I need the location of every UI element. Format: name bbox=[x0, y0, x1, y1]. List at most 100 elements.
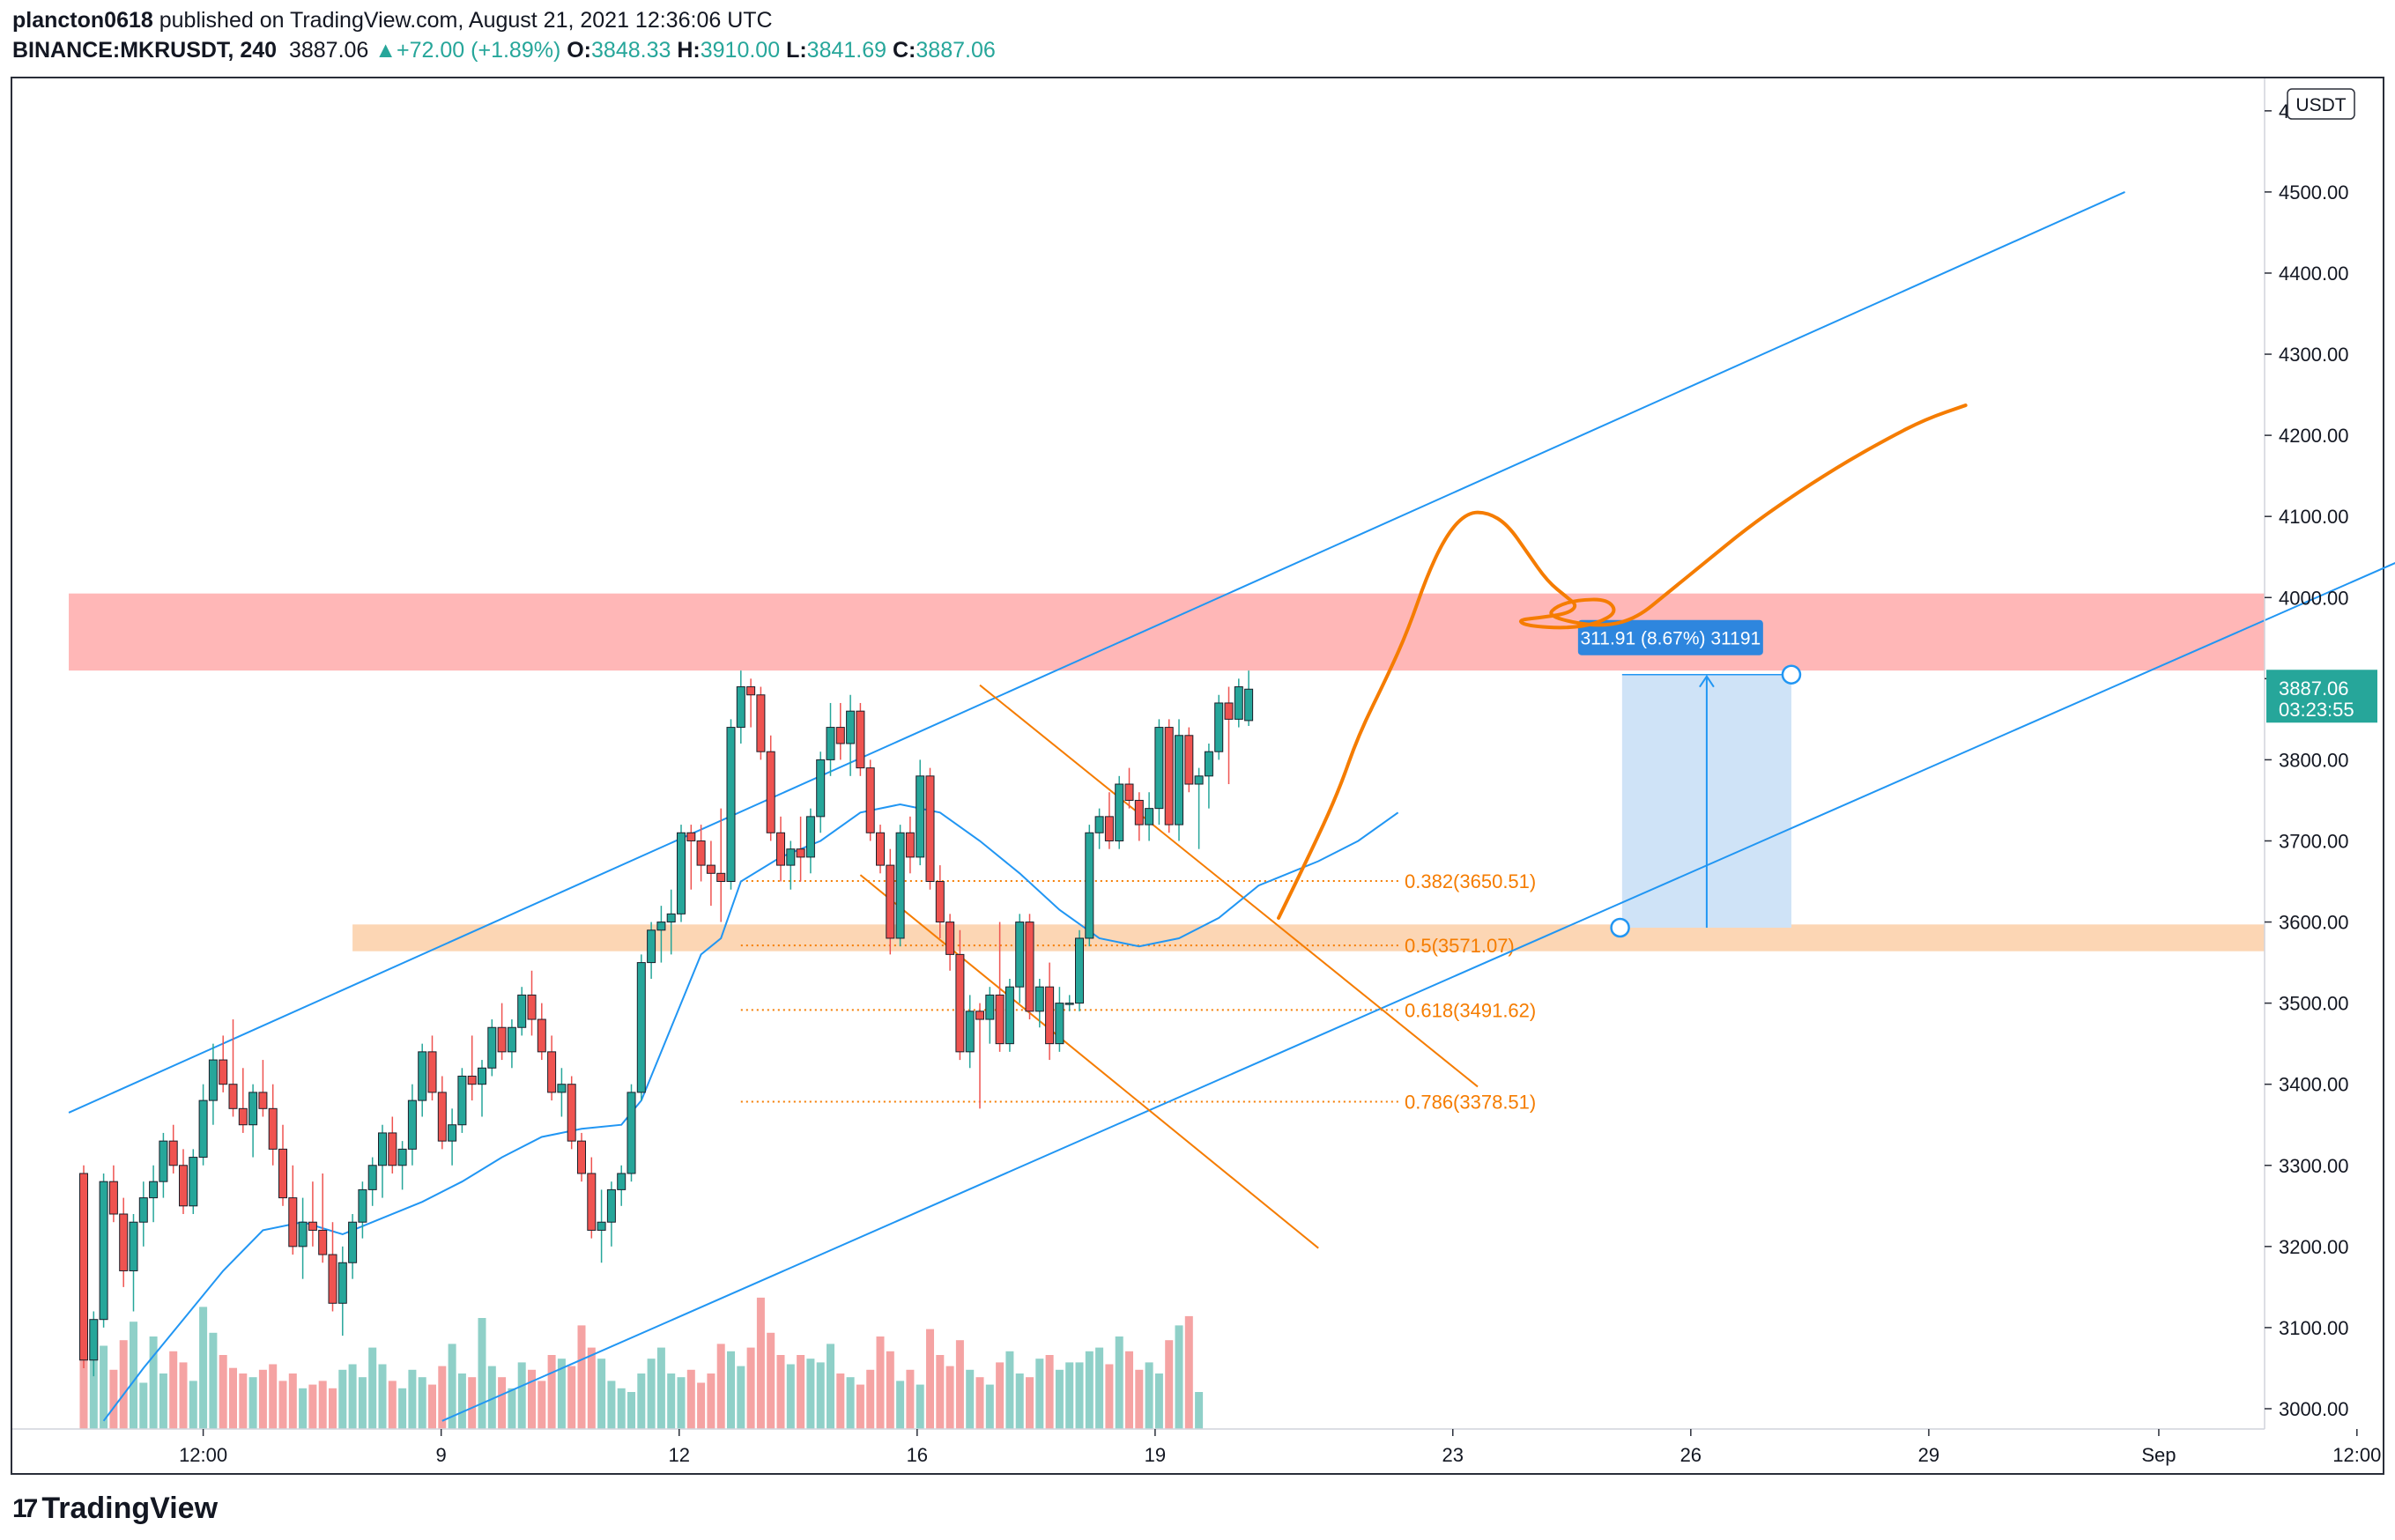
volume-bar bbox=[975, 1377, 984, 1429]
volume-bar bbox=[468, 1377, 477, 1429]
volume-bar bbox=[1175, 1325, 1183, 1429]
volume-bar bbox=[1065, 1362, 1074, 1429]
candle-body bbox=[916, 775, 925, 858]
price-tick-label: 3100.00 bbox=[2279, 1317, 2349, 1339]
candle-body bbox=[467, 1075, 477, 1085]
price-tick-label: 4100.00 bbox=[2279, 506, 2349, 528]
volume-bar bbox=[199, 1307, 208, 1429]
volume-bar bbox=[996, 1362, 1005, 1429]
candle-body bbox=[776, 832, 785, 866]
low-label: L: bbox=[786, 38, 807, 63]
volume-bar bbox=[269, 1364, 278, 1429]
time-tick-label: 9 bbox=[436, 1444, 447, 1466]
projection-path bbox=[1277, 404, 1968, 920]
candle-body bbox=[736, 686, 745, 729]
volume-bar bbox=[567, 1366, 576, 1429]
volume-bar bbox=[1026, 1377, 1034, 1429]
candle-body bbox=[119, 1213, 129, 1271]
volume-bar bbox=[607, 1381, 616, 1429]
volume-bar bbox=[1015, 1373, 1024, 1429]
candle-body bbox=[358, 1188, 367, 1223]
time-tick-label: 12 bbox=[668, 1444, 689, 1466]
fib-level-label: 0.382(3650.51) bbox=[1405, 870, 1536, 892]
candle-body bbox=[1194, 775, 1204, 785]
candle-body bbox=[1224, 702, 1234, 720]
projection-layer bbox=[1277, 404, 1968, 920]
candle-body bbox=[895, 832, 905, 939]
candle-body bbox=[756, 694, 766, 752]
volume-bar bbox=[428, 1384, 436, 1429]
time-tick-label: Sep bbox=[2141, 1444, 2176, 1466]
candle-body bbox=[726, 727, 736, 883]
volume-bar bbox=[1105, 1364, 1114, 1429]
candle-body bbox=[238, 1107, 248, 1126]
publish-info: plancton0618 published on TradingView.co… bbox=[12, 7, 773, 33]
volume-bar bbox=[985, 1384, 994, 1429]
volume-bar bbox=[368, 1347, 377, 1429]
candle-body bbox=[537, 1018, 546, 1053]
last-price-label: 3887.06 bbox=[2279, 677, 2349, 700]
volume-bar bbox=[487, 1366, 496, 1429]
volume-bar bbox=[756, 1297, 765, 1429]
price-tick-label: 4300.00 bbox=[2279, 344, 2349, 366]
volume-bar bbox=[1115, 1336, 1123, 1429]
volume-bar bbox=[478, 1318, 486, 1429]
volume-bar bbox=[517, 1362, 526, 1429]
candle-body bbox=[816, 759, 826, 818]
open-label: O: bbox=[567, 38, 592, 63]
volume-bar bbox=[229, 1367, 237, 1429]
volume-bar bbox=[656, 1347, 665, 1429]
volume-bar bbox=[278, 1381, 287, 1429]
volume-bar bbox=[139, 1382, 148, 1429]
volume-bar bbox=[786, 1364, 795, 1429]
volume-bar bbox=[936, 1355, 945, 1429]
volume-bar bbox=[189, 1381, 197, 1429]
brand-name: TradingView bbox=[41, 1492, 219, 1525]
candle-body bbox=[448, 1124, 457, 1142]
change-up-icon: ▲ bbox=[374, 38, 397, 63]
candle-body bbox=[706, 864, 716, 874]
measure-label-box bbox=[1577, 619, 1763, 655]
volume-bar bbox=[159, 1373, 167, 1429]
volume-bar bbox=[727, 1351, 735, 1429]
candle-body bbox=[159, 1140, 168, 1182]
currency-badge bbox=[2287, 88, 2355, 120]
volume-bar bbox=[1055, 1369, 1064, 1429]
volume-bar bbox=[1184, 1315, 1193, 1429]
candle-body bbox=[487, 1026, 497, 1069]
candle-body bbox=[198, 1099, 208, 1159]
author-name[interactable]: plancton0618 bbox=[12, 8, 153, 33]
change-value: +72.00 (+1.89%) bbox=[397, 38, 561, 63]
time-tick-label: 12:00 bbox=[2332, 1444, 2381, 1466]
candle-body bbox=[925, 775, 935, 883]
measure-label-text: 311.91 (8.67%) 31191 bbox=[1580, 629, 1761, 649]
candle-body bbox=[766, 751, 775, 833]
volume-bar bbox=[528, 1369, 536, 1429]
volume-bar bbox=[926, 1329, 934, 1429]
candle-body bbox=[108, 1181, 118, 1215]
price-tick-label: 3700.00 bbox=[2279, 830, 2349, 852]
candle-body bbox=[179, 1165, 188, 1207]
volume-bar bbox=[1075, 1362, 1084, 1429]
moving-average-line bbox=[102, 803, 1399, 1422]
volume-bar bbox=[707, 1373, 716, 1429]
publish-text: published on TradingView.com, August 21,… bbox=[159, 8, 773, 33]
measure-arrow-head-icon bbox=[1699, 674, 1715, 688]
candle-body bbox=[1034, 986, 1044, 1012]
candle-body bbox=[99, 1181, 108, 1321]
candle-body bbox=[189, 1157, 198, 1207]
volume-bar bbox=[448, 1344, 456, 1429]
price-tick-label: 3400.00 bbox=[2279, 1074, 2349, 1096]
candle-body bbox=[846, 710, 856, 744]
candle-body bbox=[208, 1059, 218, 1101]
wedge-upper-line bbox=[979, 684, 1479, 1088]
volume-bar bbox=[746, 1347, 755, 1429]
volume-bar bbox=[109, 1369, 118, 1429]
candle-body bbox=[168, 1140, 178, 1166]
candle-body bbox=[666, 913, 676, 923]
price-tick-label: 4200.00 bbox=[2279, 425, 2349, 447]
volume-bar bbox=[577, 1325, 586, 1429]
candle-body bbox=[835, 727, 845, 744]
candle-body bbox=[328, 1254, 337, 1304]
